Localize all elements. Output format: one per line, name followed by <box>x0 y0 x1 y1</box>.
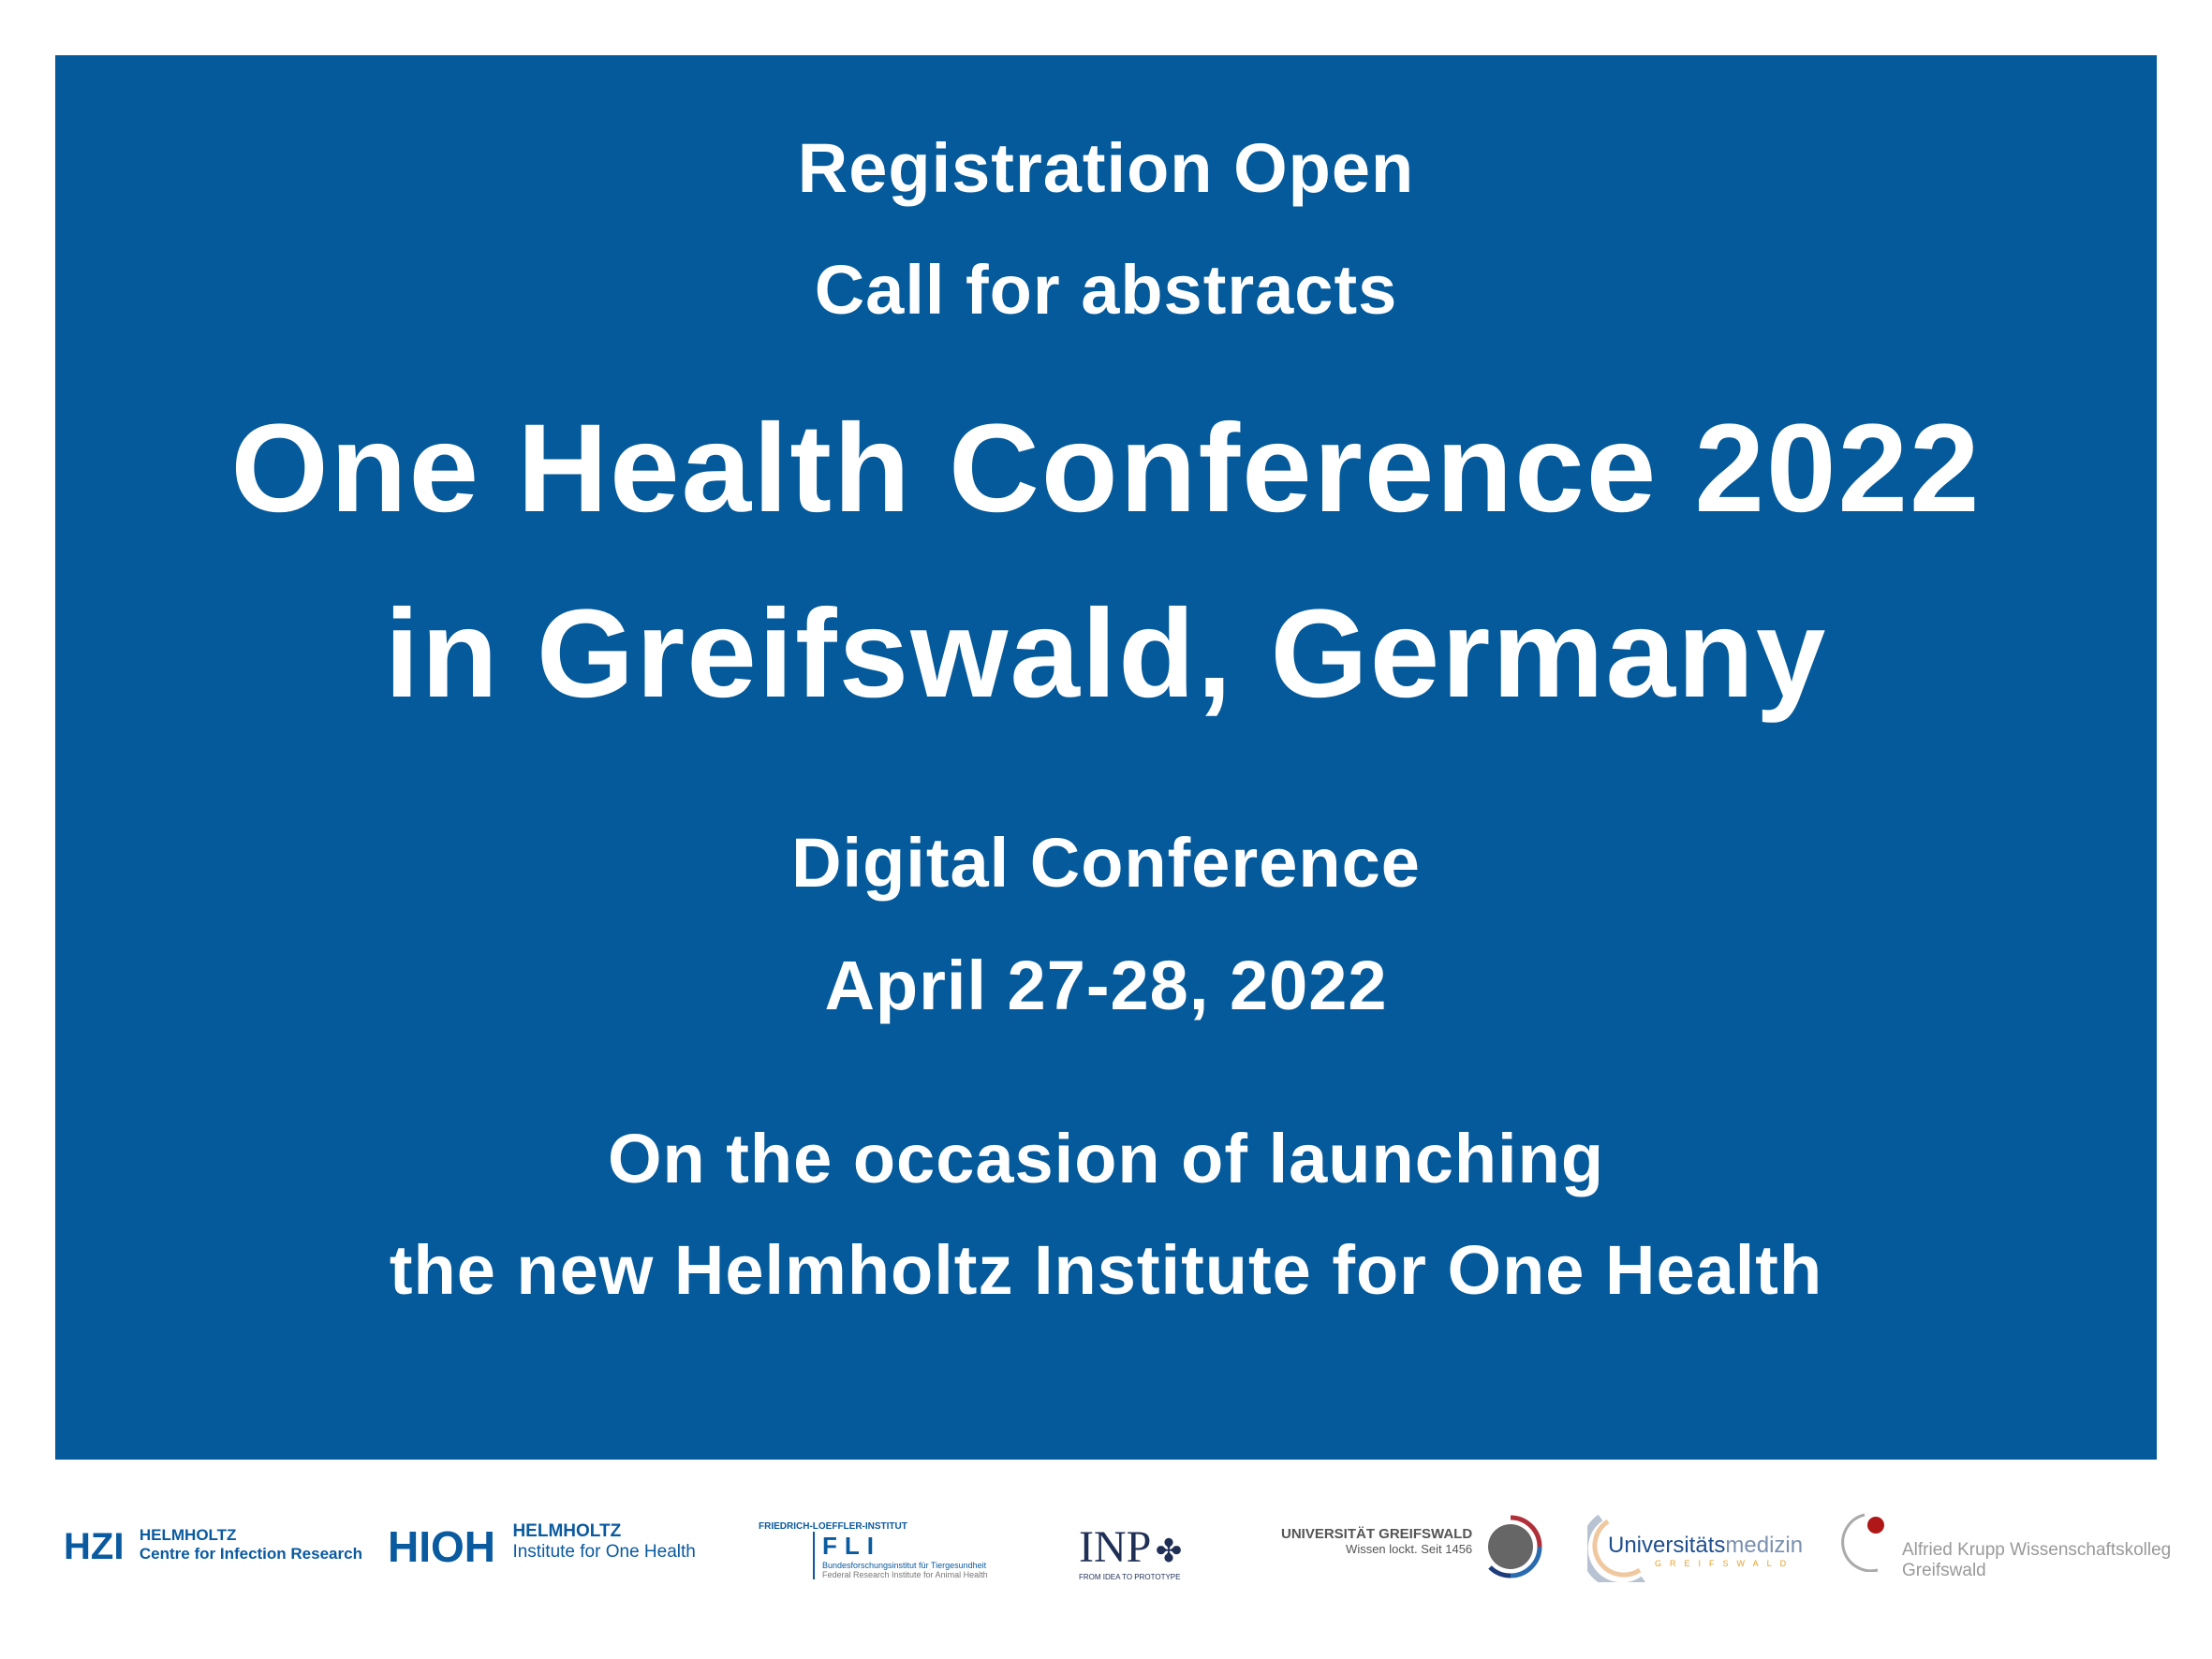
krupp-sub: Greifswald <box>1902 1561 1986 1580</box>
fli-logo: FRIEDRICH-LOEFFLER-INSTITUT FLI Bundesfo… <box>759 1521 988 1579</box>
unimedizin-logo: Universitätsmedizin GREIFSWALD <box>1587 1512 1804 1582</box>
fli-sub-de: Bundesforschungsinstitut für Tiergesundh… <box>822 1561 987 1570</box>
fli-sub-en: Federal Research Institute for Animal He… <box>822 1570 988 1579</box>
conference-banner: Registration Open Call for abstracts One… <box>55 55 2157 1460</box>
hzi-text: HELMHOLTZ Centre for Infection Research <box>140 1526 362 1564</box>
krupp-logo: Alfried Krupp Wissenschaftskolleg Greifs… <box>1840 1512 2171 1581</box>
unimed-sub: GREIFSWALD <box>1655 1559 1795 1568</box>
hioh-name: HELMHOLTZ <box>512 1521 622 1541</box>
title-line-1: One Health Conference 2022 <box>230 399 1982 538</box>
hioh-text: HELMHOLTZ Institute for One Health <box>512 1521 695 1563</box>
hzi-name: HELMHOLTZ <box>139 1526 237 1544</box>
fli-top: FRIEDRICH-LOEFFLER-INSTITUT <box>759 1521 907 1532</box>
uni-name: UNIVERSITÄT GREIFSWALD <box>1281 1526 1473 1542</box>
uni-sub: Wissen lockt. Seit 1456 <box>1346 1542 1473 1556</box>
hzi-logo: HZI HELMHOLTZ Centre for Infection Resea… <box>64 1526 362 1568</box>
hioh-mark: HIOH <box>388 1522 495 1571</box>
uni-seal-icon <box>1487 1515 1542 1578</box>
unimed-name-b: medizin <box>1725 1533 1804 1558</box>
call-for-abstracts-text: Call for abstracts <box>814 251 1398 329</box>
hzi-sub: Centre for Infection Research <box>139 1545 362 1563</box>
fli-mark: FLI <box>822 1532 881 1560</box>
inp-sub: FROM IDEA TO PROTOTYPE <box>1079 1573 1181 1581</box>
inp-mark: INP <box>1079 1522 1152 1572</box>
hioh-sub: Institute for One Health <box>512 1542 696 1562</box>
occasion-line-1: On the occasion of launching <box>607 1120 1605 1197</box>
krupp-name: Alfried Krupp Wissenschaftskolleg <box>1902 1540 2172 1560</box>
dates-text: April 27-28, 2022 <box>824 947 1388 1024</box>
registration-open-text: Registration Open <box>797 129 1415 207</box>
hioh-logo: HIOH HELMHOLTZ Institute for One Health <box>388 1521 696 1572</box>
griffin-icon: ✤ <box>1155 1534 1183 1569</box>
inp-logo: INP ✤ FROM IDEA TO PROTOTYPE <box>1079 1521 1182 1581</box>
unimedizin-arc-icon <box>1587 1514 1646 1582</box>
occasion-line-2: the new Helmholtz Institute for One Heal… <box>389 1231 1823 1309</box>
unimed-name-a: Universitäts <box>1608 1533 1726 1558</box>
format-text: Digital Conference <box>791 824 1421 902</box>
krupp-griffin-icon <box>1841 1513 1884 1572</box>
title-line-2: in Greifswald, Germany <box>384 584 1828 724</box>
uni-greifswald-logo: UNIVERSITÄT GREIFSWALD Wissen lockt. Sei… <box>1281 1515 1544 1580</box>
hzi-mark: HZI <box>64 1526 125 1567</box>
